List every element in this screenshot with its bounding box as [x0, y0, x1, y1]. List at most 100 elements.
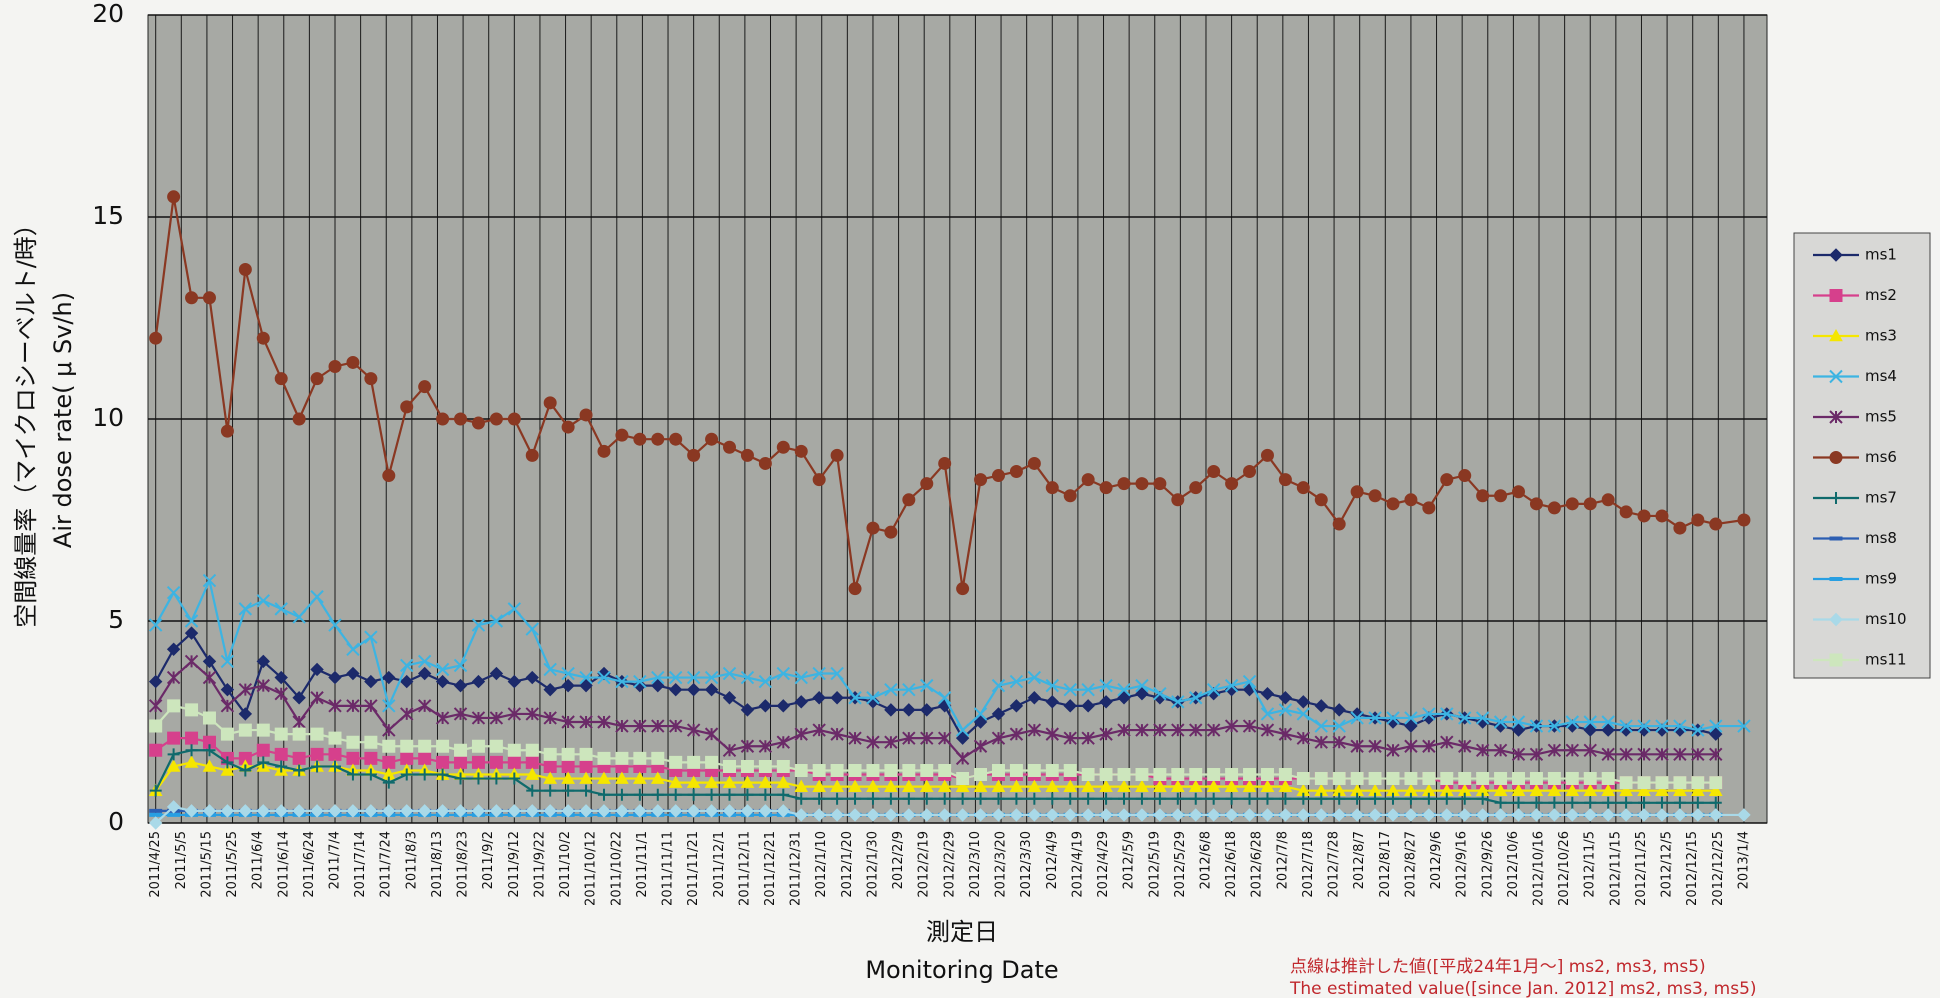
- x-tick-label: 2012/5/9: [1122, 831, 1137, 889]
- data-point: [669, 682, 683, 697]
- data-point: [1422, 772, 1436, 786]
- data-point: [920, 678, 934, 693]
- data-point: [633, 751, 647, 765]
- x-tick-label: 2011/12/1: [712, 831, 727, 898]
- legend-box: [1793, 232, 1931, 679]
- x-tick-label: 2012/10/26: [1557, 831, 1572, 906]
- data-point: [955, 731, 970, 745]
- data-point: [866, 763, 880, 777]
- data-point: [1620, 796, 1633, 809]
- data-point: [902, 808, 916, 822]
- data-point: [525, 743, 539, 757]
- data-point: [310, 372, 324, 386]
- data-point: [238, 682, 253, 697]
- data-point: [238, 263, 252, 277]
- data-point: [866, 691, 880, 705]
- data-point: [1296, 808, 1311, 822]
- data-point: [1619, 808, 1633, 822]
- data-point: [1242, 779, 1257, 792]
- data-point: [1440, 792, 1453, 805]
- data-point: [220, 654, 235, 669]
- data-point: [507, 674, 522, 689]
- data-point: [543, 682, 557, 697]
- data-point: [1386, 711, 1400, 725]
- x-tick-label: 2012/1/10: [814, 831, 829, 898]
- x-tick-label: 2011/12/31: [789, 831, 804, 906]
- legend-marker: [1830, 492, 1842, 504]
- x-tick-label: 2011/8/3: [404, 831, 419, 889]
- data-point: [1565, 808, 1580, 822]
- data-point: [1512, 772, 1526, 786]
- data-point: [1737, 808, 1751, 822]
- data-point: [1009, 808, 1024, 822]
- data-point: [525, 804, 539, 818]
- legend-marker: [1829, 369, 1843, 384]
- x-tick-label: 2012/8/27: [1403, 831, 1418, 898]
- data-point: [758, 739, 773, 753]
- series-line: [154, 660, 1716, 760]
- x-tick-label: 2012/4/9: [1045, 831, 1060, 889]
- data-point: [238, 707, 253, 721]
- data-point: [938, 763, 952, 777]
- data-point: [1709, 808, 1723, 822]
- data-point: [579, 715, 593, 729]
- data-point: [579, 408, 593, 422]
- data-point: [1440, 735, 1454, 749]
- data-point: [686, 682, 701, 697]
- data-point: [1386, 743, 1400, 757]
- data-point: [1027, 723, 1042, 737]
- data-point: [1494, 489, 1508, 503]
- data-point: [167, 731, 181, 745]
- data-point: [561, 666, 575, 681]
- data-point: [328, 359, 342, 373]
- data-point: [830, 727, 844, 741]
- data-point: [1673, 719, 1687, 733]
- data-point: [579, 747, 593, 761]
- data-point: [1475, 808, 1490, 822]
- data-point: [274, 747, 288, 761]
- data-point: [1081, 699, 1095, 713]
- data-point: [812, 666, 826, 681]
- data-point: [884, 525, 898, 539]
- data-point: [705, 755, 719, 769]
- data-point: [1475, 711, 1490, 725]
- data-point: [1135, 723, 1149, 737]
- data-point: [471, 711, 486, 725]
- data-point: [1673, 783, 1687, 796]
- data-point: [1153, 687, 1167, 701]
- data-point: [328, 670, 342, 685]
- data-point: [884, 792, 897, 805]
- data-point: [938, 456, 952, 470]
- data-point: [1278, 473, 1292, 487]
- data-point: [525, 707, 539, 721]
- x-tick-label: 2011/4/25: [148, 831, 163, 898]
- data-point: [1261, 792, 1274, 805]
- plot-area: [147, 14, 1768, 830]
- data-point: [759, 788, 772, 801]
- data-point: [1045, 481, 1059, 495]
- data-point: [1547, 743, 1562, 757]
- data-point: [794, 670, 808, 685]
- data-point: [1440, 808, 1454, 822]
- x-tick-label: 2012/6/18: [1224, 831, 1239, 898]
- data-point: [1565, 783, 1580, 796]
- data-point: [776, 759, 790, 773]
- data-point: [1207, 768, 1221, 782]
- x-tick-label: 2012/9/6: [1429, 831, 1444, 889]
- data-point: [543, 771, 558, 784]
- data-point: [1243, 768, 1257, 782]
- data-point: [1063, 731, 1077, 745]
- data-point: [956, 792, 969, 805]
- data-point: [830, 808, 844, 822]
- data-point: [1135, 678, 1149, 693]
- data-point: [418, 739, 432, 753]
- x-tick-label: 2011/7/4: [328, 831, 343, 889]
- data-point: [220, 699, 235, 713]
- data-point: [1099, 481, 1113, 495]
- data-point: [1655, 747, 1669, 762]
- data-point: [346, 699, 360, 713]
- data-point: [543, 396, 557, 410]
- data-point: [1009, 465, 1023, 479]
- data-point: [489, 711, 504, 725]
